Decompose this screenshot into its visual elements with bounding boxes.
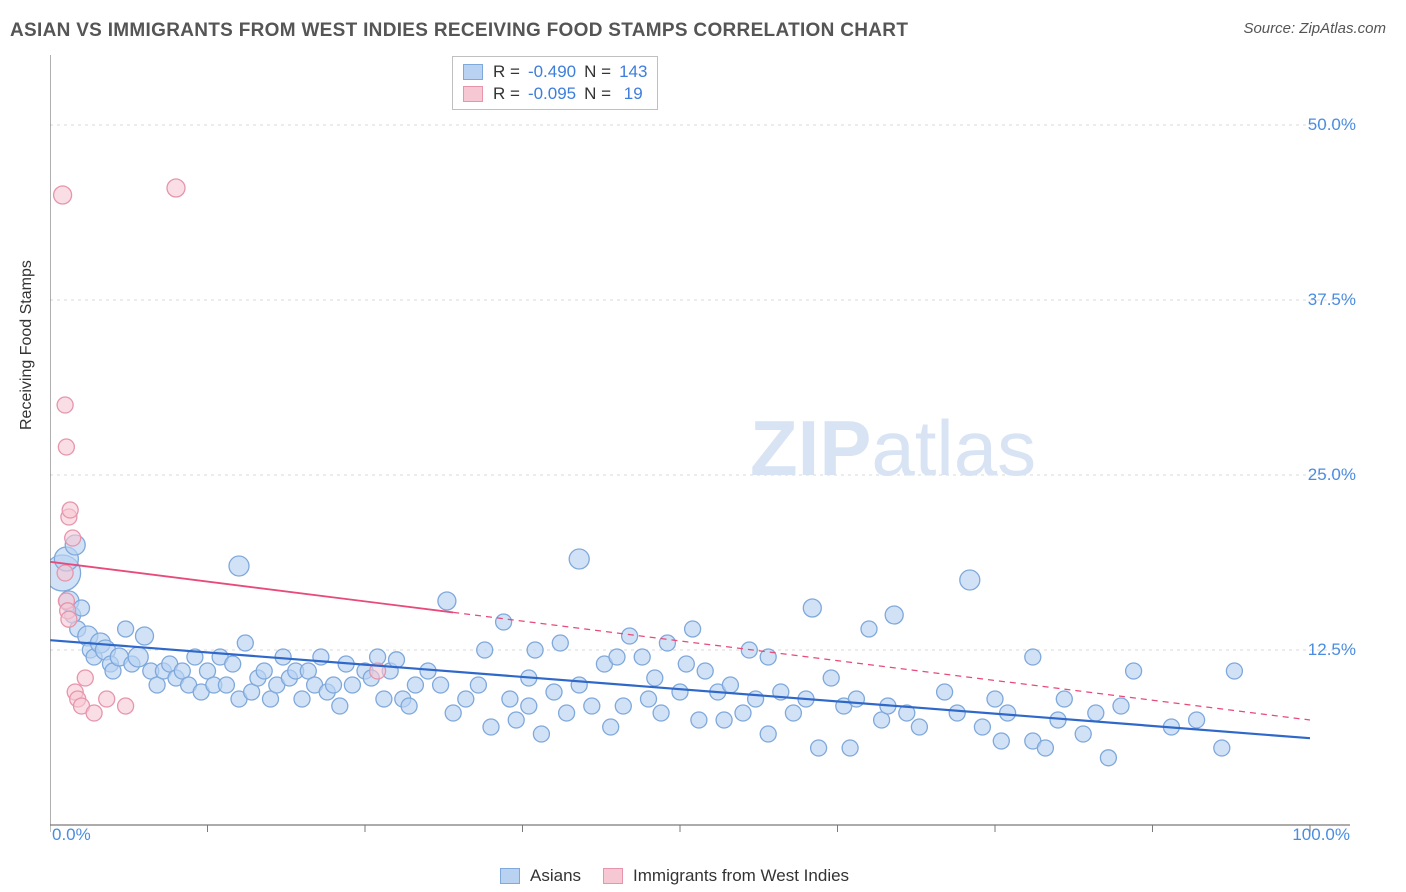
scatter-plot: ZIPatlas (50, 55, 1350, 845)
swatch-westindies (463, 86, 483, 102)
legend-label-westindies: Immigrants from West Indies (633, 866, 849, 886)
y-axis-label: Receiving Food Stamps (18, 260, 36, 430)
svg-text:ZIPatlas: ZIPatlas (750, 404, 1036, 492)
chart-title: ASIAN VS IMMIGRANTS FROM WEST INDIES REC… (10, 20, 908, 42)
legend-label-asians: Asians (530, 866, 581, 886)
swatch-westindies-icon (603, 868, 623, 884)
value-R-asians: -0.490 (528, 61, 576, 83)
y-tick: 37.5% (1308, 290, 1356, 310)
value-R-westindies: -0.095 (528, 83, 576, 105)
y-tick: 25.0% (1308, 465, 1356, 485)
source-label: Source: ZipAtlas.com (1243, 20, 1386, 37)
label-N: N = (584, 61, 611, 83)
label-R: R = (493, 61, 520, 83)
legend-series: Asians Immigrants from West Indies (500, 866, 849, 886)
label-N: N = (584, 83, 611, 105)
watermark-atlas: atlas (871, 404, 1036, 492)
label-R: R = (493, 83, 520, 105)
watermark-zip: ZIP (750, 404, 871, 492)
value-N-westindies: 19 (619, 83, 643, 105)
legend-item-asians: Asians (500, 866, 581, 886)
chart-area: ZIPatlas 12.5%25.0%37.5%50.0% 0.0% 100.0… (50, 55, 1350, 845)
swatch-asians (463, 64, 483, 80)
x-tick-max: 100.0% (1292, 825, 1350, 845)
x-tick-min: 0.0% (52, 825, 91, 845)
y-tick: 50.0% (1308, 115, 1356, 135)
legend-row-asians: R = -0.490 N = 143 (463, 61, 647, 83)
legend-item-westindies: Immigrants from West Indies (603, 866, 849, 886)
swatch-asians-icon (500, 868, 520, 884)
y-tick: 12.5% (1308, 640, 1356, 660)
value-N-asians: 143 (619, 61, 647, 83)
legend-row-westindies: R = -0.095 N = 19 (463, 83, 647, 105)
legend-correlation: R = -0.490 N = 143 R = -0.095 N = 19 (452, 56, 658, 110)
